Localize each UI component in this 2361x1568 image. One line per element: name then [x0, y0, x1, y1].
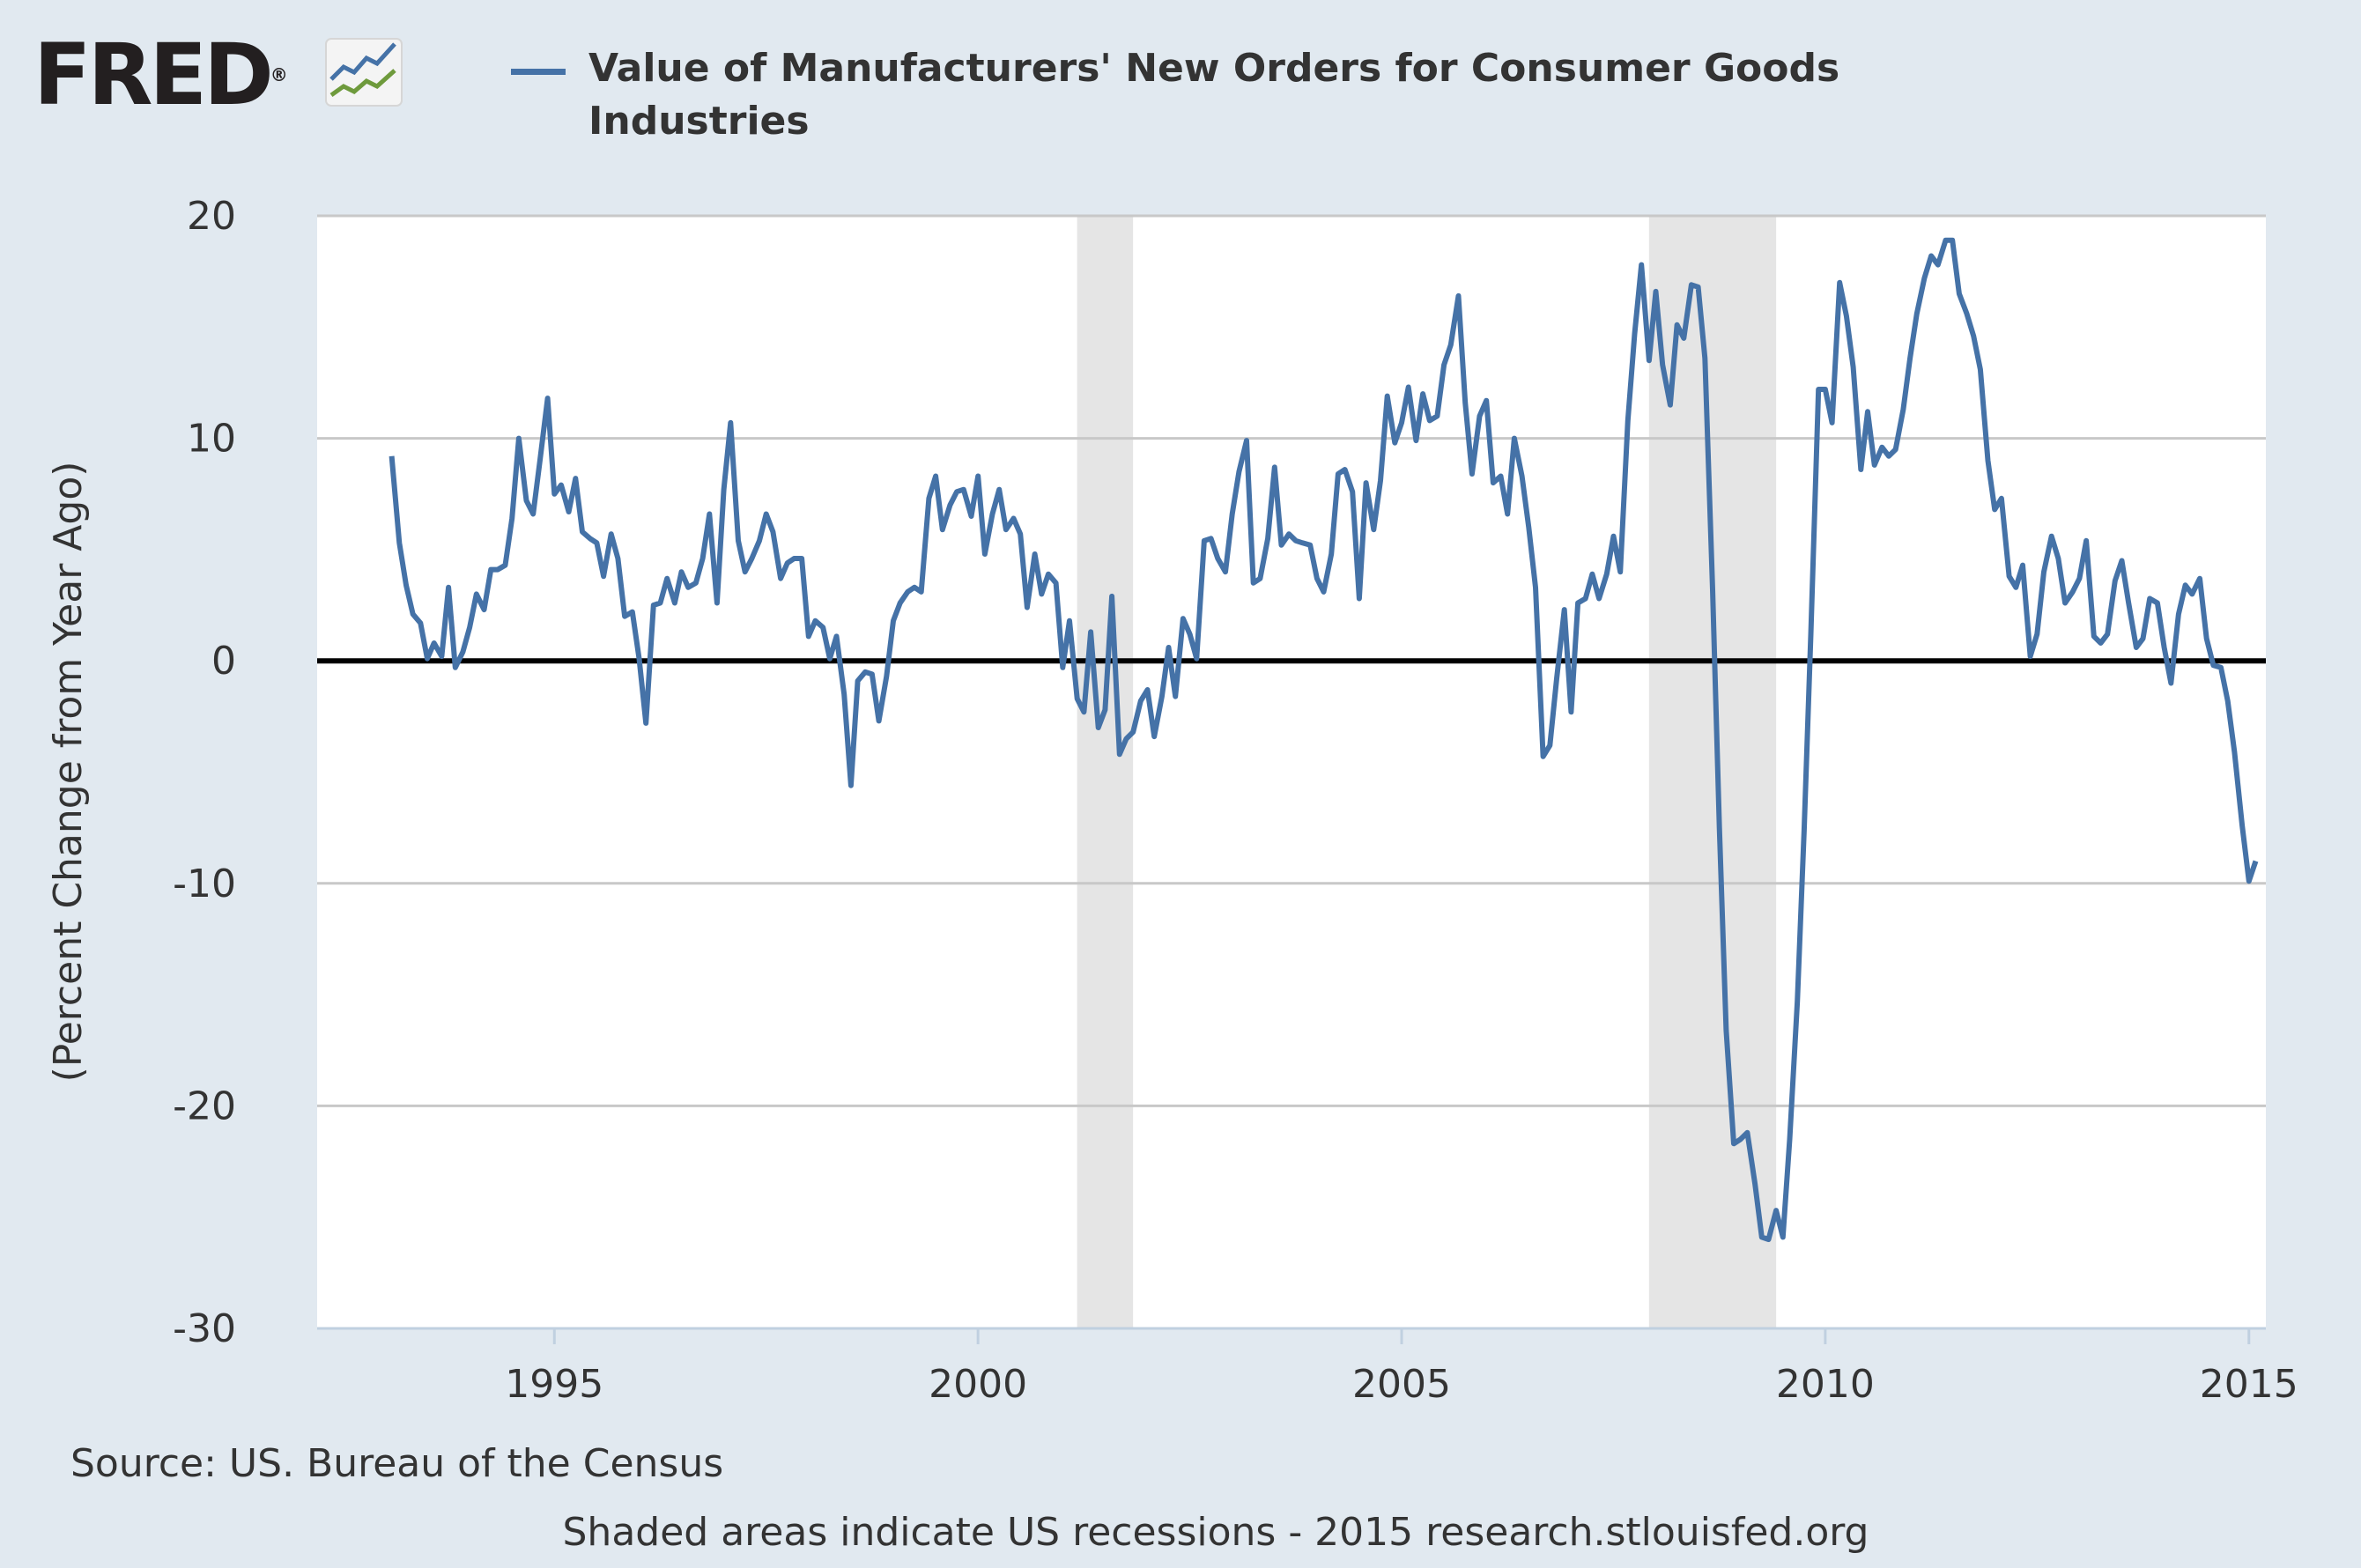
y-tick-label: 20 — [187, 194, 236, 239]
y-tick-label: 10 — [187, 417, 236, 462]
x-tick-label: 1995 — [505, 1362, 603, 1407]
source-note: Source: US. Bureau of the Census — [70, 1441, 724, 1486]
x-tick-label: 2000 — [929, 1362, 1027, 1407]
y-tick-label: -20 — [173, 1084, 236, 1128]
x-tick-label: 2015 — [2200, 1362, 2298, 1407]
legend-label: Value of Manufacturers' New Orders for C… — [588, 46, 1840, 144]
y-tick-label: 0 — [211, 639, 236, 684]
chart-line-icon — [325, 38, 403, 107]
fred-logo: FRED® — [33, 26, 412, 123]
x-tick-label: 2005 — [1352, 1362, 1451, 1407]
recession-note: Shaded areas indicate US recessions - 20… — [562, 1510, 1869, 1555]
plot-area — [317, 216, 2266, 1328]
legend-swatch — [511, 69, 566, 75]
y-axis-label: (Percent Change from Year Ago) — [46, 462, 91, 1083]
fred-logo-text: FRED® — [33, 26, 288, 124]
recession-band — [1077, 216, 1134, 1328]
series-line — [389, 237, 2259, 1242]
y-tick-label: -30 — [173, 1306, 236, 1351]
y-tick-label: -10 — [173, 862, 236, 906]
registered-mark: ® — [270, 64, 288, 85]
x-tick-label: 2010 — [1776, 1362, 1875, 1407]
